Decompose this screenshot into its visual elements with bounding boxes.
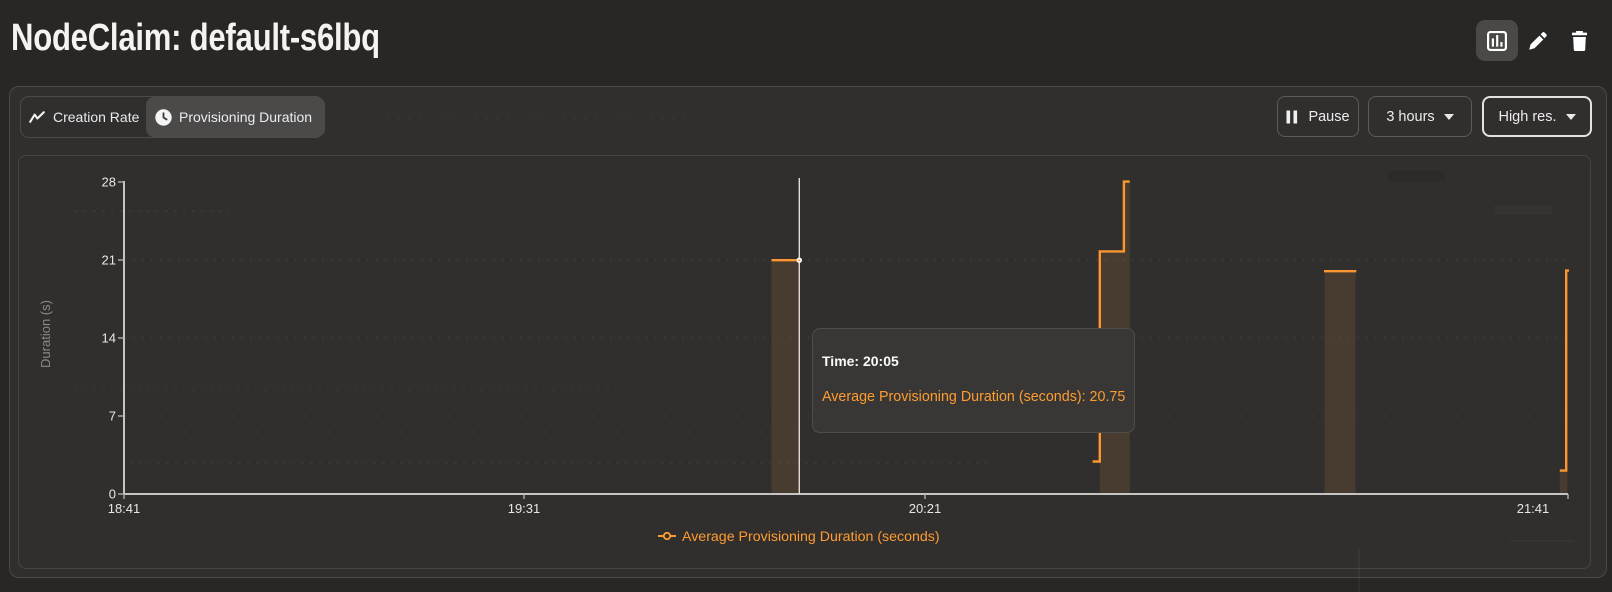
svg-text:20:21: 20:21 [909,501,942,516]
svg-text:14: 14 [102,331,116,346]
svg-text:21: 21 [102,253,116,268]
svg-text:7: 7 [109,409,116,424]
svg-text:19:31: 19:31 [508,501,541,516]
svg-text:28: 28 [102,175,116,190]
svg-text:21:41: 21:41 [1517,501,1550,516]
svg-text:Average Provisioning Duration: Average Provisioning Duration (seconds) [682,529,940,545]
svg-text:18:41: 18:41 [108,501,141,516]
svg-text:0: 0 [109,487,116,502]
svg-text:Duration (s): Duration (s) [38,300,53,368]
